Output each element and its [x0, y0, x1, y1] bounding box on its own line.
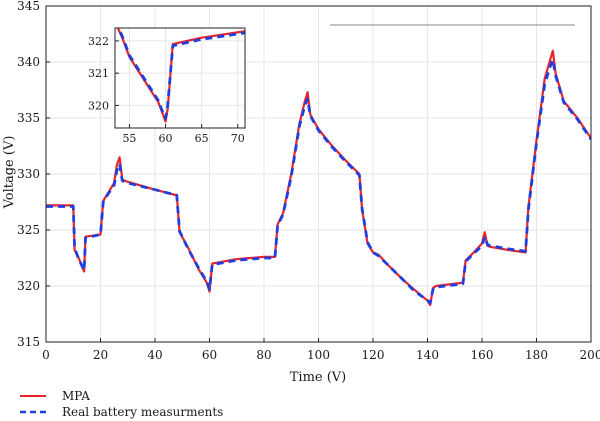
inset-background [115, 28, 245, 128]
main-x-tick-label: 140 [416, 348, 439, 362]
inset-x-tick-label: 60 [159, 132, 173, 145]
inset-series-line-real [116, 28, 245, 120]
inset-x-tick-label: 65 [195, 132, 209, 145]
inset-frame [114, 27, 246, 129]
main-grid [46, 6, 591, 342]
main-x-tick-label: 40 [147, 348, 162, 362]
inset-x-tick-label: 55 [122, 132, 136, 145]
main-y-tick-label: 345 [17, 0, 40, 13]
main-x-tick-label: 160 [471, 348, 494, 362]
legend: MPA Real battery measurments [20, 389, 223, 419]
main-series [46, 49, 591, 307]
main-x-ticks: 0 20 40 60 80 100 120 140 160 180 200 [42, 338, 600, 362]
main-x-tick-label: 60 [202, 348, 217, 362]
inset-x-tick-label: 70 [231, 132, 245, 145]
x-axis-title: Time (V) [290, 370, 347, 385]
main-x-tick-label: 100 [307, 348, 330, 362]
inset-y-tick-label: 321 [88, 67, 109, 80]
main-x-tick-label: 200 [580, 348, 600, 362]
main-x-tick-label: 20 [93, 348, 108, 362]
main-x-tick-label: 0 [42, 348, 50, 362]
main-y-tick-label: 335 [17, 111, 40, 125]
main-y-ticks: 315 320 325 330 335 340 345 [17, 0, 50, 349]
inset-y-ticks: 320 321 322 [88, 35, 119, 112]
inset-grid [115, 28, 245, 128]
main-y-tick-label: 315 [17, 335, 40, 349]
main-y-tick-label: 340 [17, 55, 40, 69]
inset-y-tick-label: 322 [88, 35, 109, 48]
main-x-tick-label: 80 [256, 348, 271, 362]
main-y-tick-label: 330 [17, 167, 40, 181]
inset-y-tick-label: 320 [88, 99, 109, 112]
main-series-line-real [46, 58, 591, 305]
main-x-tick-label: 180 [525, 348, 548, 362]
legend-label-real: Real battery measurments [62, 405, 223, 419]
y-axis-title: Voltage (V) [2, 136, 17, 210]
legend-label-mpa: MPA [62, 389, 90, 403]
main-y-tick-label: 320 [17, 279, 40, 293]
main-x-tick-label: 120 [362, 348, 385, 362]
main-y-tick-label: 325 [17, 223, 40, 237]
inset-series [116, 28, 245, 123]
inset-x-ticks: 55 60 65 70 [122, 124, 245, 145]
